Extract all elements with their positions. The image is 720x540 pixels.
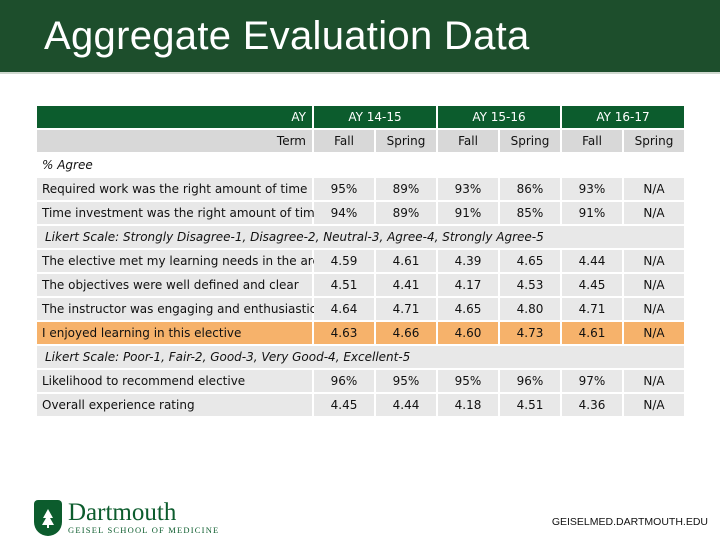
table-row: Time investment was the right amount of … (37, 202, 684, 224)
value-cell: 4.64 (314, 298, 374, 320)
value-cell: N/A (624, 202, 684, 224)
value-cell: N/A (624, 178, 684, 200)
value-cell: 91% (438, 202, 498, 224)
row-label: The instructor was engaging and enthusia… (37, 298, 316, 320)
value-cell: 4.53 (500, 274, 560, 296)
value-cell: N/A (624, 394, 684, 416)
page-title: Aggregate Evaluation Data (44, 14, 530, 58)
value-cell: 4.17 (438, 274, 498, 296)
value-cell: 93% (438, 178, 498, 200)
value-cell: N/A (624, 370, 684, 392)
value-cell: 4.61 (562, 322, 622, 344)
term-header: Spring (624, 130, 684, 152)
value-cell: 4.66 (376, 322, 436, 344)
row-label: The objectives were well defined and cle… (37, 274, 312, 296)
table-row: The objectives were well defined and cle… (37, 274, 684, 296)
term-header: Spring (376, 130, 436, 152)
value-cell: 4.71 (376, 298, 436, 320)
value-cell: 4.65 (500, 250, 560, 272)
value-cell: 96% (314, 370, 374, 392)
value-cell: 4.18 (438, 394, 498, 416)
title-bar: Aggregate Evaluation Data (0, 0, 720, 74)
brand-text: Dartmouth GEISEL SCHOOL OF MEDICINE (68, 499, 220, 535)
value-cell: N/A (624, 274, 684, 296)
value-cell: 4.80 (500, 298, 560, 320)
value-cell: 4.41 (376, 274, 436, 296)
evaluation-table: AY AY 14-15 AY 15-16 AY 16-17 Term Fall … (37, 106, 684, 418)
value-cell: 94% (314, 202, 374, 224)
dartmouth-logo: Dartmouth GEISEL SCHOOL OF MEDICINE (34, 500, 219, 536)
value-cell: 86% (500, 178, 560, 200)
shield-icon (34, 500, 62, 536)
value-cell: 4.51 (500, 394, 560, 416)
value-cell: 95% (438, 370, 498, 392)
section-likert-agree: Likert Scale: Strongly Disagree-1, Disag… (37, 226, 684, 248)
ay-label: AY (37, 106, 312, 128)
value-cell: 4.51 (314, 274, 374, 296)
value-cell: 4.45 (562, 274, 622, 296)
value-cell: 4.44 (376, 394, 436, 416)
brand-name: Dartmouth (68, 499, 177, 526)
row-label: Time investment was the right amount of … (37, 202, 322, 224)
row-label: Required work was the right amount of ti… (37, 178, 312, 200)
value-cell: 95% (376, 370, 436, 392)
value-cell: N/A (624, 298, 684, 320)
term-header: Spring (500, 130, 560, 152)
year-header: AY 14-15 (314, 106, 436, 128)
section-agree: % Agree (42, 158, 93, 172)
row-label: Likelihood to recommend elective (37, 370, 312, 392)
value-cell: 89% (376, 202, 436, 224)
value-cell: 4.59 (314, 250, 374, 272)
table-row: The instructor was engaging and enthusia… (37, 298, 684, 320)
value-cell: 97% (562, 370, 622, 392)
row-label: Overall experience rating (37, 394, 312, 416)
value-cell: N/A (624, 322, 684, 344)
value-cell: N/A (624, 250, 684, 272)
value-cell: 4.45 (314, 394, 374, 416)
value-cell: 4.71 (562, 298, 622, 320)
value-cell: 91% (562, 202, 622, 224)
value-cell: 93% (562, 178, 622, 200)
year-header: AY 16-17 (562, 106, 684, 128)
header-row-term: Term Fall Spring Fall Spring Fall Spring (37, 130, 684, 152)
section-likert-quality: Likert Scale: Poor-1, Fair-2, Good-3, Ve… (37, 346, 684, 368)
value-cell: 89% (376, 178, 436, 200)
value-cell: 4.65 (438, 298, 498, 320)
value-cell: 4.63 (314, 322, 374, 344)
value-cell: 95% (314, 178, 374, 200)
row-label: I enjoyed learning in this elective (37, 322, 312, 344)
term-label: Term (37, 130, 312, 152)
table-row: Required work was the right amount of ti… (37, 178, 684, 200)
value-cell: 4.73 (500, 322, 560, 344)
table-row: I enjoyed learning in this elective 4.63 4… (37, 322, 684, 344)
value-cell: 85% (500, 202, 560, 224)
value-cell: 4.60 (438, 322, 498, 344)
table-row: The elective met my learning needs in th… (37, 250, 684, 272)
year-header: AY 15-16 (438, 106, 560, 128)
value-cell: 4.36 (562, 394, 622, 416)
term-header: Fall (562, 130, 622, 152)
footer-url[interactable]: GEISELMED.DARTMOUTH.EDU (551, 516, 708, 528)
row-label: The elective met my learning needs in th… (37, 250, 327, 272)
value-cell: 4.44 (562, 250, 622, 272)
table-row: Overall experience rating 4.45 4.44 4.18 4.5… (37, 394, 684, 416)
value-cell: 4.61 (376, 250, 436, 272)
value-cell: 4.39 (438, 250, 498, 272)
table-row: Likelihood to recommend elective 96% 95% 95… (37, 370, 684, 392)
value-cell: 96% (500, 370, 560, 392)
header-row-ay: AY AY 14-15 AY 15-16 AY 16-17 (37, 106, 684, 128)
brand-subtitle: GEISEL SCHOOL OF MEDICINE (68, 525, 220, 535)
term-header: Fall (314, 130, 374, 152)
term-header: Fall (438, 130, 498, 152)
